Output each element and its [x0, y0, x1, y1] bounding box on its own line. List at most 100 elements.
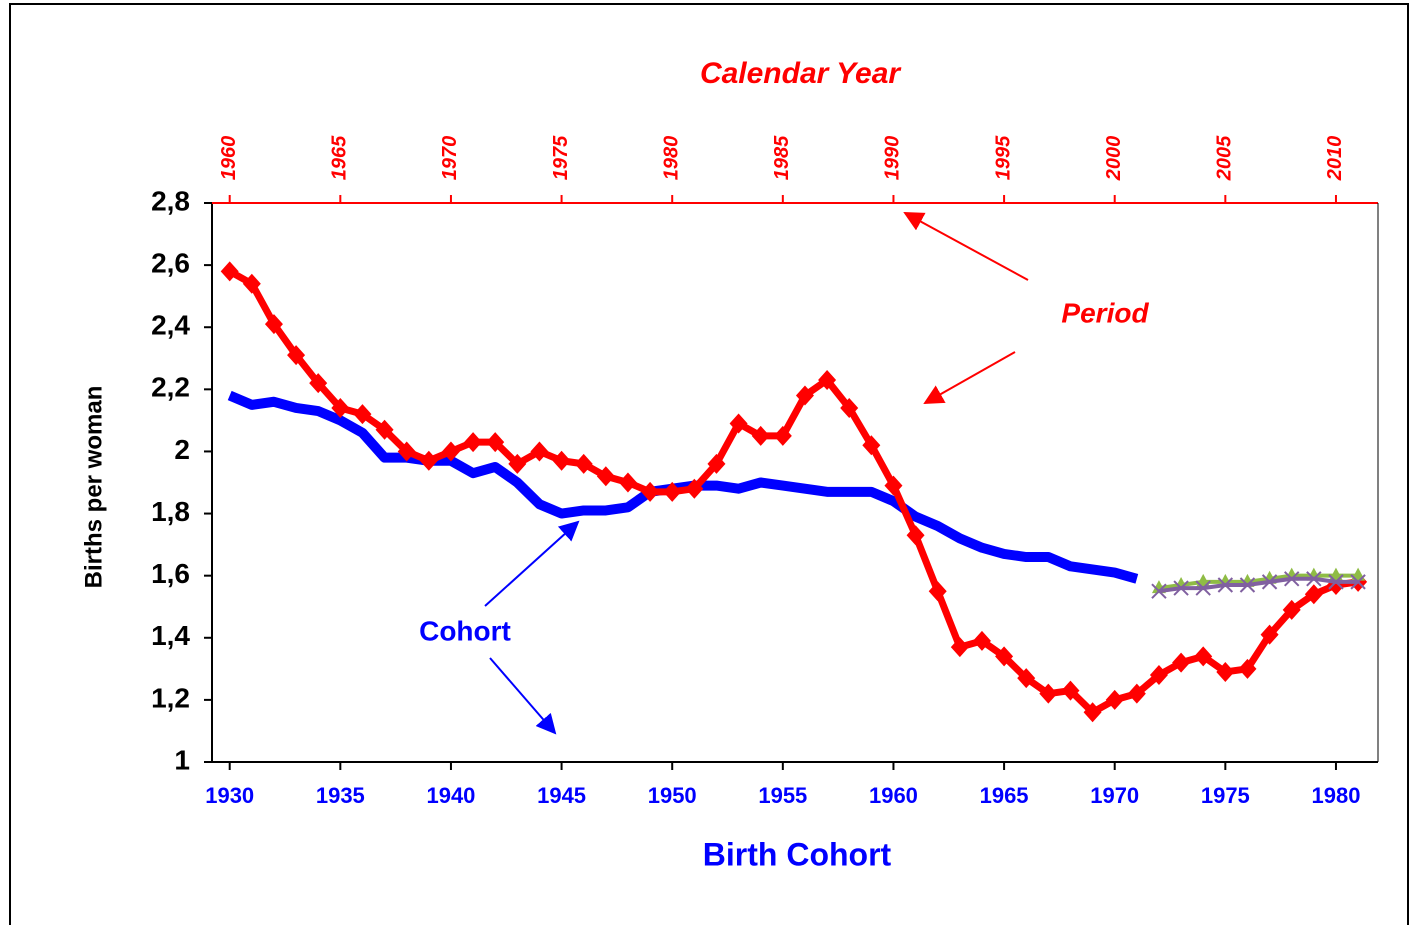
- x2-tick-label: 1965: [329, 135, 351, 180]
- x2-tick-label: 2005: [1214, 135, 1236, 181]
- x-tick-label: 1935: [316, 783, 365, 808]
- y-tick-label: 2: [174, 434, 190, 465]
- point: [1151, 583, 1167, 599]
- x2-tick-label: 2010: [1324, 136, 1346, 182]
- point: [751, 425, 770, 446]
- y-tick-label: 2,4: [151, 310, 190, 341]
- y-tick-label: 1,2: [151, 682, 190, 713]
- x2-tick-label: 1970: [439, 136, 461, 181]
- x-tick-label: 1955: [758, 783, 807, 808]
- point: [574, 453, 593, 474]
- point: [530, 441, 549, 462]
- point: [1260, 624, 1279, 645]
- point: [972, 630, 991, 651]
- series-line: [1158, 573, 1359, 591]
- x-tick-label: 1965: [980, 783, 1029, 808]
- point: [464, 432, 483, 453]
- point: [618, 472, 637, 493]
- point: [1173, 580, 1189, 596]
- point: [884, 475, 903, 496]
- y-tick-label: 2,6: [151, 248, 190, 279]
- point: [1238, 658, 1257, 679]
- point: [818, 370, 837, 391]
- y-tick-label: 1,8: [151, 496, 190, 527]
- point: [1328, 574, 1344, 590]
- point: [353, 404, 372, 425]
- annotation: Period: [1061, 297, 1149, 328]
- y-tick-label: 1,6: [151, 558, 190, 589]
- point: [596, 466, 615, 487]
- point: [663, 481, 682, 502]
- point: [1239, 577, 1256, 593]
- x2-tick-label: 1980: [660, 136, 682, 181]
- y-tick-label: 2,8: [151, 185, 190, 216]
- x2-tick-label: 1995: [992, 135, 1014, 180]
- point: [641, 481, 660, 502]
- x-tick-label: 1945: [537, 783, 586, 808]
- x-tick-label: 1975: [1201, 783, 1250, 808]
- arrow: [923, 351, 1016, 404]
- point: [264, 314, 283, 335]
- x-axis-title: Birth Cohort: [703, 836, 892, 872]
- point: [220, 261, 239, 282]
- point: [508, 453, 527, 474]
- point: [441, 441, 460, 462]
- y-axis-title: Births per woman: [80, 386, 107, 589]
- point: [840, 397, 859, 418]
- point: [1194, 646, 1213, 667]
- point: [242, 273, 261, 294]
- point: [1261, 574, 1278, 590]
- x-tick-label: 1960: [869, 783, 918, 808]
- annotation: Cohort: [419, 615, 511, 646]
- point: [1083, 702, 1102, 723]
- point: [1284, 571, 1300, 587]
- point: [331, 397, 350, 418]
- y-tick-label: 2,2: [151, 372, 190, 403]
- point: [995, 646, 1014, 667]
- arrow: [489, 657, 557, 735]
- x-tick-label: 1950: [648, 783, 697, 808]
- point: [1195, 580, 1211, 596]
- point: [486, 432, 505, 453]
- point: [419, 450, 438, 471]
- x-tick-label: 1940: [426, 783, 475, 808]
- y-tick-label: 1: [174, 744, 190, 775]
- point: [795, 385, 814, 406]
- point: [685, 478, 704, 499]
- point: [906, 525, 925, 546]
- x-tick-label: 1930: [205, 783, 254, 808]
- point: [1350, 574, 1366, 590]
- x-tick-label: 1980: [1311, 783, 1360, 808]
- point: [773, 425, 792, 446]
- point: [375, 419, 394, 440]
- x2-tick-label: 1990: [882, 136, 904, 181]
- series-line: [1158, 576, 1359, 594]
- x2-tick-label: 2000: [1103, 136, 1125, 182]
- arrow: [903, 212, 1029, 281]
- point: [707, 453, 726, 474]
- arrow: [484, 520, 580, 607]
- point: [1127, 683, 1146, 704]
- point: [950, 637, 969, 658]
- point: [309, 373, 328, 394]
- top-axis-title: Calendar Year: [700, 57, 902, 90]
- x2-tick-label: 1960: [218, 136, 240, 181]
- point: [1017, 668, 1036, 689]
- point: [552, 450, 571, 471]
- point: [1282, 599, 1301, 620]
- x-tick-label: 1970: [1090, 783, 1139, 808]
- point: [397, 441, 416, 462]
- x2-tick-label: 1975: [550, 135, 572, 180]
- x2-tick-label: 1985: [771, 135, 793, 180]
- point: [1105, 689, 1124, 710]
- frame: [9, 3, 1409, 925]
- series-line: [227, 268, 1359, 716]
- point: [729, 413, 748, 434]
- point: [928, 581, 947, 602]
- point: [1216, 661, 1235, 682]
- point: [1039, 683, 1058, 704]
- point: [1217, 577, 1234, 593]
- point: [1149, 665, 1168, 686]
- point: [1306, 571, 1322, 587]
